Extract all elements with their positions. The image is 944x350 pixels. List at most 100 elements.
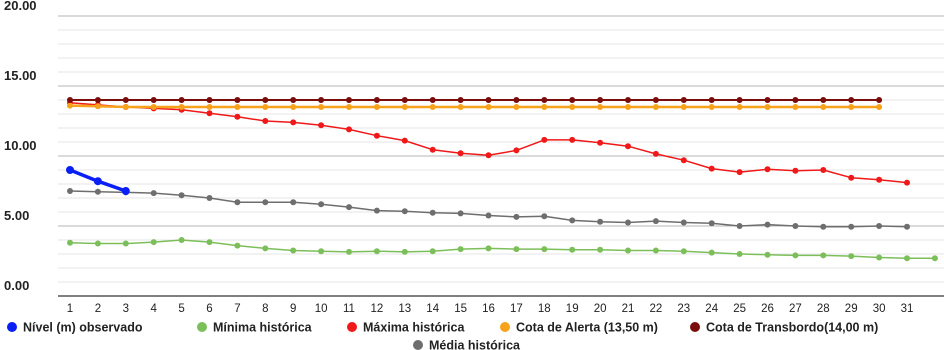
data-point — [121, 187, 130, 195]
series-line — [69, 190, 908, 228]
grid-lines — [58, 15, 944, 297]
data-point — [178, 192, 185, 199]
data-point — [792, 167, 799, 174]
data-point — [122, 240, 129, 247]
y-tick-label: 20.00 — [4, 0, 37, 13]
data-point — [652, 218, 659, 225]
data-point — [150, 190, 157, 197]
data-point — [597, 218, 604, 225]
series-5 — [67, 188, 910, 230]
data-point — [820, 104, 827, 110]
series-4 — [67, 97, 883, 103]
data-point — [625, 97, 631, 103]
x-tick-label: 2 — [95, 303, 101, 315]
series-3 — [67, 102, 883, 110]
legend: Nível (m) observado Mínima histórica Máxim… — [7, 321, 878, 350]
data-point — [764, 104, 771, 110]
data-point — [764, 166, 771, 173]
data-point — [318, 97, 325, 103]
data-point — [931, 255, 938, 262]
data-point — [876, 254, 883, 261]
data-point — [290, 199, 297, 206]
data-point — [346, 126, 352, 133]
data-point — [401, 104, 408, 110]
series-2 — [67, 99, 910, 186]
x-tick-label: 11 — [343, 303, 355, 315]
x-tick-label: 19 — [566, 303, 579, 315]
x-tick-label: 4 — [150, 303, 157, 315]
data-point — [150, 239, 157, 246]
data-point — [457, 97, 464, 103]
data-point — [736, 223, 743, 229]
data-point — [429, 97, 436, 103]
data-point — [569, 246, 576, 253]
data-point — [234, 113, 241, 120]
data-point — [318, 248, 325, 255]
data-point — [206, 239, 213, 246]
x-tick-label: 30 — [873, 303, 886, 315]
x-tick-label: 23 — [677, 303, 690, 315]
series-line — [68, 104, 881, 109]
data-point — [541, 213, 548, 220]
x-tick-label: 18 — [538, 303, 551, 315]
data-point — [206, 110, 213, 117]
data-point — [680, 219, 687, 226]
data-point — [904, 179, 910, 186]
data-point — [290, 104, 297, 110]
data-point — [457, 150, 464, 157]
data-point — [848, 223, 855, 230]
data-point — [708, 165, 715, 172]
y-tick-label: 5.00 — [4, 208, 29, 223]
legend-marker — [197, 322, 207, 332]
data-point — [625, 247, 631, 254]
x-tick-label: 6 — [206, 303, 212, 315]
data-point — [792, 252, 799, 259]
series-1 — [67, 237, 938, 262]
data-point — [234, 242, 241, 249]
data-point — [206, 97, 213, 103]
data-point — [373, 248, 380, 255]
data-point — [373, 104, 380, 110]
legend-label: Nível (m) observado — [23, 321, 143, 335]
data-point — [848, 253, 855, 260]
legend-label: Cota de Transbordo(14,00 m) — [706, 321, 878, 335]
legend-marker — [500, 322, 510, 332]
data-point — [206, 104, 213, 110]
legend-marker — [347, 322, 357, 332]
data-point — [178, 104, 185, 110]
data-point — [346, 104, 352, 110]
data-point — [708, 97, 715, 103]
data-point — [373, 97, 380, 103]
data-point — [820, 252, 827, 259]
data-point — [652, 97, 659, 103]
data-point — [94, 188, 101, 195]
data-point — [457, 210, 464, 217]
data-point — [792, 97, 799, 103]
data-point — [597, 97, 604, 103]
data-point — [457, 104, 464, 110]
data-point — [373, 132, 380, 139]
data-point — [569, 97, 576, 103]
data-point — [67, 188, 73, 194]
x-axis-tick-labels: 1 2 3 4 5 6 7 8 9 10 11 12 13 14 15 16 17 18 19 20 21 22 23 24 2… — [67, 303, 914, 315]
legend-marker — [690, 322, 700, 332]
x-tick-label: 9 — [290, 303, 296, 315]
data-point — [93, 177, 102, 186]
data-point — [513, 104, 520, 110]
data-point — [94, 103, 101, 110]
data-point — [736, 97, 743, 103]
data-point — [625, 143, 631, 150]
data-point — [262, 245, 269, 252]
data-point — [736, 251, 743, 257]
x-tick-label: 29 — [845, 303, 858, 315]
data-point — [262, 97, 269, 103]
data-point — [67, 239, 73, 246]
data-point — [429, 248, 436, 255]
legend-label: Mínima histórica — [213, 321, 313, 335]
x-tick-label: 10 — [315, 303, 328, 315]
data-point — [680, 248, 687, 255]
data-point — [318, 201, 325, 208]
data-point — [429, 104, 436, 110]
data-point — [708, 104, 715, 110]
